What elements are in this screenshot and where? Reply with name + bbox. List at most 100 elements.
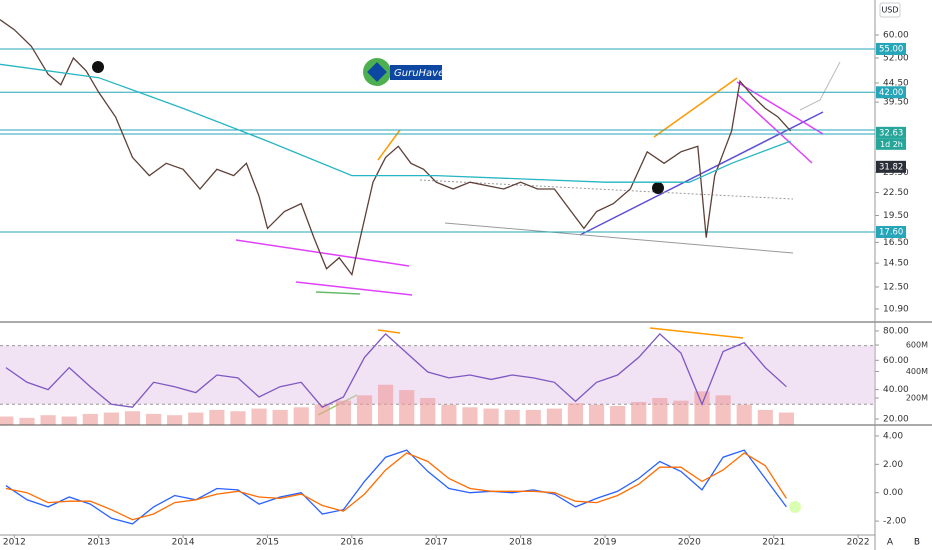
volume-bar: [251, 408, 267, 425]
logo-text: GuruHaven: [394, 68, 451, 79]
x-tick-label: 2018: [509, 538, 532, 548]
x-tick-label: 2013: [87, 538, 110, 548]
y-tick-label: 60.00: [883, 356, 909, 366]
volume-bar: [378, 384, 394, 425]
volume-bar: [209, 409, 225, 425]
y2-tick-label: 200M: [906, 393, 928, 402]
x-tick-label: 2016: [340, 538, 363, 548]
volume-bar: [673, 400, 689, 425]
trendline: [377, 129, 401, 161]
projection: [799, 61, 841, 111]
volume-bar: [293, 407, 309, 425]
y-tick-label: 0.00: [883, 488, 903, 498]
y-tick-label: 19.50: [883, 211, 909, 221]
scale-button[interactable]: B: [914, 538, 920, 548]
y-tick-label: 52.00: [883, 53, 909, 63]
y-tick-label: 39.50: [883, 98, 909, 108]
volume-bar: [694, 391, 710, 425]
marker: [92, 61, 104, 73]
volume-bar: [145, 413, 162, 425]
price-label-box: [876, 42, 906, 55]
trendline: [736, 93, 813, 164]
scale-button[interactable]: A: [887, 538, 894, 548]
volume-bar: [610, 405, 626, 425]
price-label-box: [876, 86, 906, 99]
logo-box: [390, 65, 442, 80]
volume-bar: [420, 397, 436, 425]
x-tick-label: 2017: [425, 538, 448, 548]
trendline: [377, 329, 401, 334]
plot: 60.00 52.00 44.50 39.50 25.50 22.50 19.50 16.50…: [0, 19, 928, 548]
volume-bar: [736, 404, 752, 425]
y-tick-label: 2.00: [883, 460, 903, 470]
trendline: [579, 111, 824, 236]
y-tick-label: 10.90: [883, 304, 909, 314]
marker: [652, 182, 664, 194]
volume-bar: [82, 413, 98, 425]
volume-bar: [40, 415, 56, 425]
series-line: [5, 332, 787, 409]
y-tick-label: 14.50: [883, 259, 909, 269]
volume-bar: [124, 411, 141, 425]
price-label: 42.00: [879, 88, 903, 98]
volume-bar: [335, 400, 352, 425]
volume-bar: [504, 409, 520, 425]
volume-bar: [272, 409, 288, 425]
volume-bar: [356, 395, 373, 425]
x-tick-label: 2015: [256, 538, 279, 548]
y-tick-label: 22.50: [883, 188, 909, 198]
volume-bar: [462, 407, 478, 425]
trendline: [235, 239, 410, 267]
series-line: [0, 19, 792, 277]
y-tick-label: 44.50: [883, 78, 909, 88]
y-tick-label: 40.00: [883, 385, 909, 395]
currency-box: [879, 2, 901, 18]
countdown: 1d 2h: [880, 140, 903, 149]
volume-bar: [778, 412, 794, 425]
trendline: [649, 327, 744, 339]
countdown-box: [876, 138, 906, 150]
volume-bar: [230, 411, 246, 425]
y-tick-label: 4.00: [883, 431, 903, 441]
price-label: 55.00: [879, 44, 903, 54]
y2-tick-label: 600M: [906, 341, 928, 350]
trendline: [736, 81, 824, 135]
volume-bar: [314, 404, 330, 425]
x-tick-label: 2021: [762, 538, 785, 548]
x-tick-label: 2014: [172, 538, 195, 548]
price-label-box: [876, 225, 906, 238]
volume-bar: [0, 416, 14, 425]
y-tick-label: 16.50: [883, 238, 909, 248]
price-label-box: [876, 126, 906, 139]
y-tick-label: -2.00: [883, 517, 907, 527]
volume-bar: [483, 408, 499, 425]
y-tick-label: 60.00: [883, 30, 909, 40]
logo: GuruHaven: [363, 58, 451, 86]
y-tick-label: 20.00: [883, 414, 909, 424]
trendline: [315, 291, 361, 295]
series-line: [5, 449, 787, 525]
volume-bar: [19, 417, 35, 425]
volume-bar: [715, 395, 731, 425]
volume-bar: [652, 397, 668, 425]
trendline: [444, 222, 794, 254]
series-line: [5, 452, 787, 521]
volume-bar: [757, 409, 773, 425]
price-label: 17.60: [879, 227, 903, 237]
volume-bar: [631, 401, 647, 425]
volume-bar: [441, 404, 457, 425]
volume-bar: [567, 403, 584, 425]
volume-bar: [61, 416, 77, 425]
y-tick-label: 80.00: [883, 326, 909, 336]
x-tick-label: 2012: [3, 538, 26, 548]
volume-bar: [167, 415, 183, 425]
volume-bar: [546, 408, 562, 425]
y-tick-label: 25.50: [883, 168, 909, 178]
volume-bar: [103, 412, 119, 425]
y-tick-label: 12.50: [883, 282, 909, 292]
volume-bar: [188, 412, 204, 425]
price-label-box: [876, 160, 906, 173]
currency: USD: [881, 6, 898, 15]
trendline: [295, 281, 413, 296]
